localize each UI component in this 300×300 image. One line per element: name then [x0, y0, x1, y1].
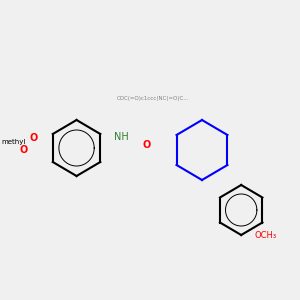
Text: O: O: [29, 133, 38, 143]
Text: OCH₃: OCH₃: [255, 230, 277, 239]
Text: methyl: methyl: [2, 139, 26, 145]
Text: NH: NH: [114, 132, 129, 142]
Text: O: O: [142, 140, 150, 150]
Text: O: O: [20, 145, 28, 155]
Text: COC(=O)c1ccc(NC(=O)C...: COC(=O)c1ccc(NC(=O)C...: [117, 96, 189, 101]
